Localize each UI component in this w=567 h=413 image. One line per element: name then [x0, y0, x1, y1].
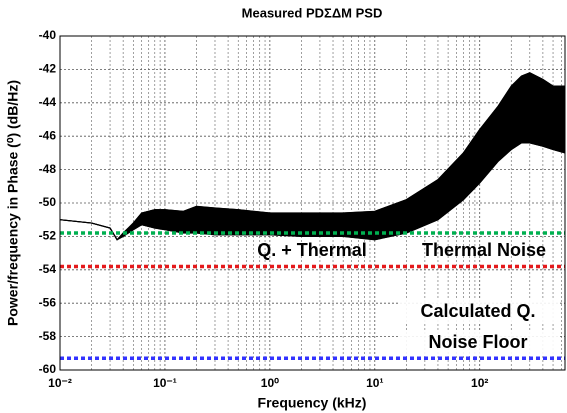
chart-title: Measured PDΣΔM PSD — [242, 5, 383, 20]
x-tick-label: 10² — [471, 376, 488, 390]
x-tick-label: 10⁰ — [261, 376, 279, 390]
x-tick-label: 10⁻¹ — [153, 376, 177, 390]
annotation-bg — [398, 331, 558, 355]
x-axis-label: Frequency (kHz) — [258, 395, 367, 411]
annotation: Calculated Q. — [420, 301, 535, 321]
y-tick-label: -54 — [39, 262, 57, 276]
psd-line — [59, 142, 566, 241]
plot-frame — [59, 35, 566, 371]
annotation: Thermal Noise — [422, 240, 546, 260]
y-tick-label: -58 — [39, 329, 57, 343]
annotation: Q. + Thermal — [257, 240, 367, 260]
y-tick-label: -48 — [39, 162, 57, 176]
y-tick-label: -56 — [39, 295, 57, 309]
x-tick-label: 10⁻² — [48, 376, 72, 390]
y-tick-label: -52 — [39, 229, 57, 243]
annotation-bg — [398, 300, 558, 324]
annotation: Noise Floor — [428, 332, 527, 352]
y-tick-label: -60 — [39, 362, 57, 376]
y-tick-label: -44 — [39, 95, 57, 109]
psd-line — [59, 72, 565, 241]
y-tick-label: -42 — [39, 62, 57, 76]
y-tick-label: -50 — [39, 195, 57, 209]
y-tick-label: -46 — [39, 128, 57, 142]
x-tick-label: 10¹ — [366, 376, 383, 390]
y-tick-label: -40 — [39, 28, 57, 42]
y-axis-label: Power/frequency in Phase (⁰) (dB/Hz) — [5, 80, 21, 326]
